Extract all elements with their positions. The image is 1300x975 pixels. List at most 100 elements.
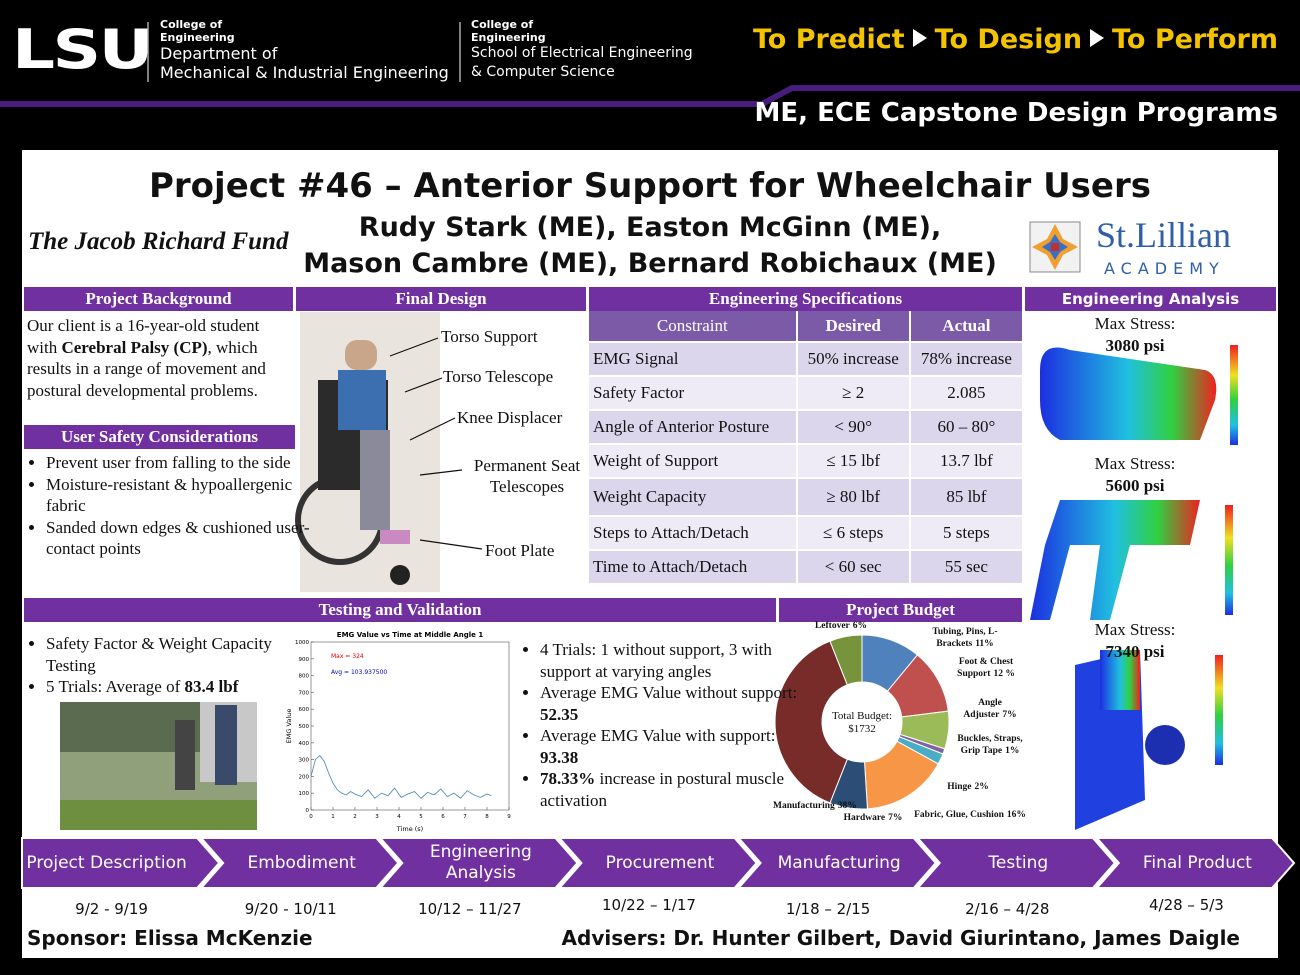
stress-label: Max Stress: <box>1094 314 1176 333</box>
slice-value: 16% <box>1006 810 1026 820</box>
total-label: $1732 <box>848 723 876 735</box>
stage-dates: 4/28 – 5/3 <box>1148 896 1224 914</box>
spec-column: Constraint <box>589 311 796 341</box>
spec-cell: < 60 sec <box>797 551 909 583</box>
y-tick-label: 500 <box>299 724 310 730</box>
y-tick-label: 800 <box>299 674 310 680</box>
slice-value: 7% <box>1002 710 1017 720</box>
y-tick-label: 300 <box>299 758 310 764</box>
bold-run: Cerebral Palsy (CP) <box>61 337 208 357</box>
stage-dates: 9/2 - 9/19 <box>75 900 148 918</box>
annotation: Avg = 103.937500 <box>331 669 387 676</box>
wheelchair-photo <box>295 312 440 592</box>
unit-line: Engineering <box>471 31 546 44</box>
unit-line: College of <box>471 18 534 31</box>
emg-chart: EMG Value vs Time at Middle Angle 1 Time … <box>283 628 515 836</box>
background-text: Our client is a 16-year-old student with… <box>27 315 292 401</box>
spec-row: Angle of Anterior Posture < 90° 60 – 80° <box>589 411 1022 443</box>
spec-row: Safety Factor ≥ 2 2.085 <box>589 377 1022 409</box>
spec-row: Time to Attach/Detach < 60 sec 55 sec <box>589 551 1022 583</box>
slice-value: 2% <box>974 782 989 792</box>
text-run: Our client is a 16-year-old student with <box>27 316 260 357</box>
callout-label: Permanent Seat Telescopes <box>473 456 581 496</box>
slice-value: 6% <box>852 621 868 631</box>
spec-cell: 78% increase <box>910 343 1022 375</box>
timeline <box>21 837 1296 889</box>
testing-list: 4 Trials: 1 without support, 3 with supp… <box>520 639 800 811</box>
unit-name: College of Engineering Department of Mechan… <box>160 18 449 82</box>
unit-line: Engineering <box>160 31 235 44</box>
y-tick-label: 1000 <box>295 640 309 646</box>
center-label: Total Budget: <box>831 710 893 722</box>
stress-value: 5600 psi <box>1105 476 1165 495</box>
text-run: Average EMG Value with support: <box>540 726 776 745</box>
spec-cell: ≤ 6 steps <box>797 517 909 549</box>
sponsor: Sponsor: Elissa McKenzie <box>27 926 313 950</box>
stress-value: 3080 psi <box>1105 336 1165 355</box>
slice-value: 7% <box>888 813 903 823</box>
fund: The Jacob Richard Fund <box>28 228 289 255</box>
timeline-chevron <box>198 837 400 889</box>
y-tick-label: 400 <box>299 741 310 747</box>
unit-line: School of Electrical Engineering <box>471 45 693 61</box>
spec-header-row: Constraint Desired Actual <box>589 311 1022 341</box>
spec-cell: 50% increase <box>797 343 909 375</box>
slice-name: Angle Adjuster <box>963 698 1002 720</box>
slice-label: Leftover 6% <box>806 620 876 632</box>
spec-cell: 55 sec <box>910 551 1022 583</box>
donut-hole <box>822 682 902 762</box>
slice-name: Manufacturing <box>773 801 835 811</box>
emg-line <box>310 754 492 799</box>
plot-background <box>283 628 515 836</box>
slice-label: Angle Adjuster 7% <box>962 697 1018 721</box>
x-tick-label: 4 <box>397 814 401 820</box>
section-heading: Testing and Validation <box>24 598 776 622</box>
testing-list: Safety Factor & Weight Capacity Testing 5… <box>26 633 296 698</box>
slice-name: Fabric, Glue, Cushion <box>914 810 1004 820</box>
text-run: Safety Factor & Weight Capacity Testing <box>46 634 272 675</box>
advisers: Advisers: Dr. Hunter Gilbert, David Giur… <box>561 926 1240 950</box>
callout-label: Foot Plate <box>485 541 555 560</box>
spec-cell: EMG Signal <box>589 343 796 375</box>
bold-run: 83.4 lbf <box>184 677 239 696</box>
y-tick-label: 0 <box>306 808 310 814</box>
callout-label: Torso Support <box>441 327 538 346</box>
spec-table: Constraint Desired Actual EMG Signal 50% inc… <box>587 309 1024 585</box>
stress-value: 7340 psi <box>1105 642 1165 661</box>
slice-value: 12 % <box>993 669 1015 679</box>
slice-label: Buckles, Straps, Grip Tape 1% <box>955 733 1025 757</box>
title: Project #46 – Anterior Support for Wheel… <box>149 166 1151 206</box>
spec-cell: ≥ 2 <box>797 377 909 409</box>
stage-label: Final Product <box>1142 852 1252 873</box>
spec-cell: Time to Attach/Detach <box>589 551 796 583</box>
text-run: 5 Trials: Average of <box>46 677 185 696</box>
program-name: ME, ECE Capstone Design Programs <box>754 98 1278 128</box>
section-heading: Engineering Specifications <box>589 287 1022 311</box>
safety-list: Prevent user from falling to the sideMoi… <box>26 452 316 560</box>
y-tick-label: 900 <box>299 657 310 663</box>
x-tick-label: 1 <box>331 814 335 820</box>
slice-name: Tubing, Pins, L-Brackets <box>932 627 998 649</box>
spec-row: Weight Capacity ≥ 80 lbf 85 lbf <box>589 479 1022 515</box>
testing-item: Safety Factor & Weight Capacity Testing <box>46 633 296 676</box>
y-axis-label: EMG Value <box>285 709 293 744</box>
spec-cell: Angle of Anterior Posture <box>589 411 796 443</box>
fea-image <box>1040 345 1238 445</box>
tagline-part: To Perform <box>1112 24 1278 55</box>
section-heading: Project Budget <box>779 598 1022 622</box>
x-tick-label: 7 <box>463 814 467 820</box>
safety-item: Sanded down edges & cushioned user-conta… <box>46 517 316 560</box>
spec-cell: 85 lbf <box>910 479 1022 515</box>
slice-value: 38% <box>837 801 857 811</box>
stage-dates: 10/22 – 1/17 <box>602 896 696 914</box>
callout-label: Torso Telescope <box>443 367 554 386</box>
slice-value: 1% <box>1005 746 1020 756</box>
spec-cell: < 90° <box>797 411 909 443</box>
timeline-chevron <box>915 837 1117 889</box>
spec-column: Desired <box>797 311 909 341</box>
arrow-icon <box>1090 29 1105 47</box>
school-icon <box>1029 221 1081 273</box>
fea-image <box>1075 650 1223 830</box>
slice-name: Hardware <box>843 813 886 823</box>
